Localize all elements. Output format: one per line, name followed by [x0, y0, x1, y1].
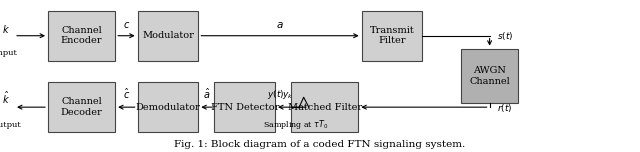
Bar: [214, 82, 275, 132]
Bar: [291, 82, 358, 132]
Text: AWGN
Channel: AWGN Channel: [469, 66, 510, 86]
Text: $\mathit{r}(\mathit{t})$: $\mathit{r}(\mathit{t})$: [497, 102, 513, 114]
Text: $\mathit{y}_k$: $\mathit{y}_k$: [282, 90, 293, 101]
Bar: [138, 11, 198, 61]
Bar: [362, 11, 422, 61]
Text: Channel
Encoder: Channel Encoder: [61, 26, 102, 45]
Text: Matched Filter: Matched Filter: [288, 103, 362, 112]
Text: $\mathbf{\mathit{k}}$: $\mathbf{\mathit{k}}$: [3, 23, 10, 35]
Bar: [461, 49, 518, 103]
Text: Input: Input: [0, 49, 18, 57]
Bar: [138, 82, 198, 132]
Text: Transmit
Filter: Transmit Filter: [370, 26, 414, 45]
Text: $\hat{\mathbf{\mathit{c}}}$: $\hat{\mathbf{\mathit{c}}}$: [123, 87, 130, 101]
Bar: [48, 11, 115, 61]
Text: FTN Detector: FTN Detector: [211, 103, 279, 112]
Bar: [48, 82, 115, 132]
Text: Fig. 1: Block diagram of a coded FTN signaling system.: Fig. 1: Block diagram of a coded FTN sig…: [174, 140, 466, 149]
Text: $\mathit{s}(\mathit{t})$: $\mathit{s}(\mathit{t})$: [497, 30, 514, 42]
Text: $\hat{\mathbf{\mathit{k}}}$: $\hat{\mathbf{\mathit{k}}}$: [3, 90, 10, 106]
Text: $\mathit{a}$: $\mathit{a}$: [276, 20, 284, 30]
Text: $\mathit{y}(\mathit{t})$: $\mathit{y}(\mathit{t})$: [268, 88, 285, 101]
Text: $\mathbf{\mathit{c}}$: $\mathbf{\mathit{c}}$: [123, 20, 130, 30]
Text: Modulator: Modulator: [142, 31, 194, 40]
Text: $\hat{\mathit{a}}$: $\hat{\mathit{a}}$: [203, 87, 210, 101]
Text: Output: Output: [0, 121, 21, 129]
Text: Channel
Decoder: Channel Decoder: [61, 97, 102, 117]
Text: Sampling at $\tau T_0$: Sampling at $\tau T_0$: [263, 118, 329, 131]
Text: Demodulator: Demodulator: [136, 103, 200, 112]
